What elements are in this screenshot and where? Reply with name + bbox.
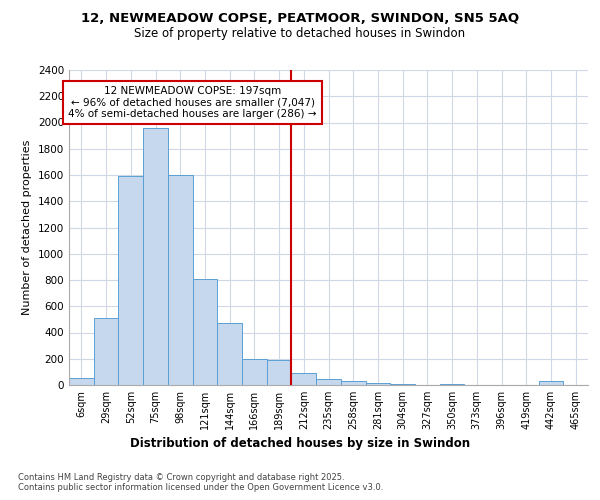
Bar	[217, 322, 242, 385]
Text: Contains HM Land Registry data © Crown copyright and database right 2025.
Contai: Contains HM Land Registry data © Crown c…	[18, 472, 383, 492]
Bar	[267, 360, 292, 385]
Bar	[69, 378, 94, 385]
Text: 12 NEWMEADOW COPSE: 197sqm
← 96% of detached houses are smaller (7,047)
4% of se: 12 NEWMEADOW COPSE: 197sqm ← 96% of deta…	[68, 86, 317, 119]
Text: Distribution of detached houses by size in Swindon: Distribution of detached houses by size …	[130, 438, 470, 450]
Text: Size of property relative to detached houses in Swindon: Size of property relative to detached ho…	[134, 28, 466, 40]
Text: 12, NEWMEADOW COPSE, PEATMOOR, SWINDON, SN5 5AQ: 12, NEWMEADOW COPSE, PEATMOOR, SWINDON, …	[81, 12, 519, 26]
Bar	[365, 383, 390, 385]
Bar	[292, 373, 316, 385]
Bar	[118, 176, 143, 385]
Bar	[316, 379, 341, 385]
Bar	[341, 381, 365, 385]
Bar	[168, 175, 193, 385]
Bar	[94, 318, 118, 385]
Bar	[193, 278, 217, 385]
Bar	[440, 384, 464, 385]
Bar	[390, 384, 415, 385]
Bar	[242, 359, 267, 385]
Bar	[143, 128, 168, 385]
Y-axis label: Number of detached properties: Number of detached properties	[22, 140, 32, 315]
Bar	[539, 381, 563, 385]
